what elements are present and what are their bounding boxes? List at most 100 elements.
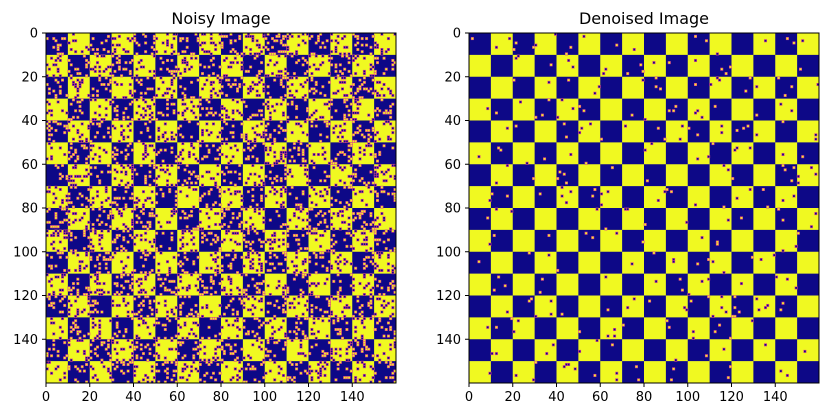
y-tick-label: 140	[13, 333, 38, 348]
heatmap-cell	[797, 251, 820, 274]
noise-pixel	[389, 314, 393, 318]
noise-pixel	[255, 157, 259, 161]
noise-pixel	[279, 157, 283, 161]
noise-pixel	[115, 196, 119, 200]
noise-pixel	[80, 365, 84, 369]
noise-pixel	[560, 312, 564, 316]
noise-pixel	[135, 220, 139, 224]
noise-pixel	[347, 56, 351, 60]
noise-pixel	[255, 89, 259, 93]
noise-pixel	[96, 282, 99, 286]
noise-pixel	[181, 135, 185, 139]
heatmap-cell	[490, 229, 514, 253]
noise-pixel	[181, 91, 185, 95]
noise-pixel	[790, 109, 794, 113]
noise-pixel	[139, 347, 143, 351]
noise-pixel	[209, 107, 213, 111]
noise-pixel	[268, 247, 272, 251]
noise-pixel	[115, 56, 119, 60]
noise-pixel	[159, 188, 163, 191]
noise-pixel	[336, 135, 340, 139]
noise-pixel	[277, 214, 281, 218]
noise-pixel	[205, 78, 209, 82]
noise-pixel	[347, 203, 351, 207]
y-tick-label: 40	[444, 114, 461, 129]
noise-pixel	[76, 277, 80, 281]
heatmap-cell	[534, 54, 557, 78]
noise-pixel	[190, 209, 194, 213]
noise-pixel	[319, 251, 323, 255]
noise-pixel	[663, 137, 667, 141]
noise-pixel	[249, 247, 253, 251]
noise-pixel	[266, 122, 270, 126]
noise-pixel	[85, 74, 89, 78]
heatmap-cell	[308, 251, 331, 274]
noise-pixel	[312, 63, 316, 67]
noise-pixel	[181, 157, 185, 161]
noise-pixel	[652, 61, 656, 65]
noise-pixel	[362, 273, 366, 277]
noise-pixel	[356, 63, 360, 67]
noise-pixel	[76, 67, 80, 71]
noise-pixel	[128, 61, 132, 65]
noise-pixel	[351, 284, 355, 288]
noise-pixel	[373, 312, 377, 316]
noise-pixel	[54, 295, 58, 299]
noise-pixel	[80, 80, 84, 84]
noise-pixel	[334, 297, 338, 301]
noise-pixel	[301, 352, 305, 356]
noise-pixel	[211, 203, 215, 207]
heatmap-cell	[330, 361, 353, 384]
noise-pixel	[303, 268, 307, 272]
heatmap-cell	[89, 98, 112, 121]
noise-pixel	[538, 290, 542, 294]
noise-pixel	[325, 249, 329, 253]
noise-pixel	[209, 37, 213, 41]
noise-pixel	[89, 203, 93, 207]
noise-pixel	[365, 242, 369, 246]
noise-pixel	[297, 146, 301, 150]
noise-pixel	[312, 111, 316, 115]
heatmap-cell	[797, 76, 820, 99]
noise-pixel	[244, 288, 248, 292]
noise-pixel	[246, 284, 250, 288]
noise-pixel	[286, 172, 290, 176]
noise-pixel	[157, 150, 161, 154]
noise-pixel	[124, 170, 128, 174]
noise-pixel	[343, 306, 347, 310]
noise-pixel	[89, 120, 93, 124]
noise-pixel	[98, 238, 102, 242]
noise-pixel	[643, 223, 647, 226]
noise-pixel	[85, 161, 89, 165]
noise-pixel	[310, 332, 314, 336]
noise-pixel	[376, 216, 379, 220]
noise-pixel	[391, 371, 395, 375]
noise-pixel	[181, 301, 185, 305]
noise-pixel	[152, 336, 156, 340]
noise-pixel	[391, 126, 395, 130]
heatmap-cell	[709, 76, 732, 99]
noise-pixel	[148, 113, 152, 117]
noise-pixel	[113, 107, 117, 111]
noise-pixel	[76, 157, 80, 161]
noise-pixel	[750, 319, 754, 323]
noise-pixel	[141, 225, 145, 229]
heatmap-cell	[512, 186, 535, 209]
noise-pixel	[152, 48, 156, 52]
noise-pixel	[255, 332, 259, 336]
noise-pixel	[321, 233, 325, 237]
noise-pixel	[63, 268, 67, 272]
noise-pixel	[126, 124, 130, 128]
noise-pixel	[172, 207, 176, 211]
noise-pixel	[238, 297, 242, 301]
noise-pixel	[207, 363, 211, 366]
noise-pixel	[341, 37, 344, 41]
noise-pixel	[343, 98, 347, 102]
noise-pixel	[82, 334, 86, 338]
heatmap-cell	[600, 186, 623, 209]
noise-pixel	[648, 299, 652, 303]
noise-pixel	[273, 128, 277, 132]
noise-pixel	[139, 282, 143, 286]
noise-pixel	[260, 268, 264, 272]
heatmap-cell	[600, 54, 623, 78]
